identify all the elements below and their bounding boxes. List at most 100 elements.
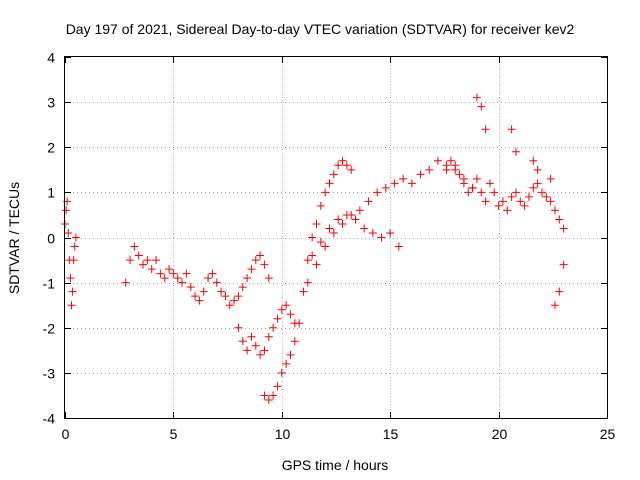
data-point [134, 251, 143, 260]
y-tick-label: 4 [47, 50, 55, 66]
data-point [321, 242, 330, 251]
y-tick-label: -2 [43, 321, 56, 337]
data-point [238, 337, 247, 346]
data-point [390, 179, 399, 188]
data-point [139, 260, 148, 269]
y-tick-label: -1 [43, 276, 56, 292]
data-point [67, 301, 76, 310]
data-point [165, 265, 174, 274]
data-point [70, 242, 79, 251]
data-point [559, 224, 568, 233]
data-point [468, 183, 477, 192]
data-point [152, 256, 161, 265]
data-point [66, 274, 75, 283]
data-point [303, 256, 312, 265]
data-point [264, 395, 273, 404]
x-tick-label: 0 [62, 426, 70, 442]
y-tick-label: -4 [43, 411, 56, 427]
data-point [256, 350, 265, 359]
data-point [451, 161, 460, 170]
data-point [329, 228, 338, 237]
data-point [64, 228, 73, 237]
data-point [260, 391, 269, 400]
data-point [243, 346, 252, 355]
data-point [234, 292, 243, 301]
data-point [533, 165, 542, 174]
data-point [191, 292, 200, 301]
data-point [386, 228, 395, 237]
data-point [178, 278, 187, 287]
data-point [459, 179, 468, 188]
data-point [247, 332, 256, 341]
data-point [520, 201, 529, 210]
data-point [234, 323, 243, 332]
data-point [342, 210, 351, 219]
data-point [364, 197, 373, 206]
data-point [351, 215, 360, 224]
data-point [217, 287, 226, 296]
data-point [173, 274, 182, 283]
data-point [546, 174, 555, 183]
x-tick-label: 20 [492, 426, 508, 442]
data-point [199, 287, 208, 296]
x-axis-label: GPS time / hours [282, 457, 389, 473]
data-point [264, 332, 273, 341]
data-point [325, 179, 334, 188]
data-point [533, 179, 542, 188]
data-point [238, 283, 247, 292]
data-point [555, 215, 564, 224]
data-point [282, 359, 291, 368]
data-point [355, 206, 364, 215]
data-point [147, 265, 156, 274]
data-point [243, 274, 252, 283]
data-point [62, 206, 71, 215]
data-point [477, 102, 486, 111]
data-point [485, 179, 494, 188]
data-point [69, 256, 78, 265]
data-point [481, 125, 490, 134]
data-point [290, 337, 299, 346]
data-point [286, 310, 295, 319]
data-point [546, 197, 555, 206]
data-point [472, 93, 481, 102]
data-point [121, 278, 130, 287]
data-point [507, 192, 516, 201]
data-point [156, 269, 165, 278]
data-point [550, 206, 559, 215]
data-point [195, 296, 204, 305]
x-tick-label: 25 [600, 426, 616, 442]
data-point [529, 183, 538, 192]
y-tick-label: -3 [43, 366, 56, 382]
data-point [490, 188, 499, 197]
data-point [559, 260, 568, 269]
data-point [342, 161, 351, 170]
data-point [126, 256, 135, 265]
data-point [503, 206, 512, 215]
data-point [472, 174, 481, 183]
data-point [186, 283, 195, 292]
data-point [399, 174, 408, 183]
data-point [269, 323, 278, 332]
data-point [251, 341, 260, 350]
data-point [68, 287, 77, 296]
data-point [511, 188, 520, 197]
y-tick-label: 1 [47, 185, 55, 201]
x-tick-label: 5 [170, 426, 178, 442]
data-point [524, 192, 533, 201]
data-point [334, 215, 343, 224]
grid [65, 57, 607, 418]
data-point [312, 219, 321, 228]
data-point [377, 233, 386, 242]
data-point [338, 156, 347, 165]
data-point [511, 147, 520, 156]
data-point [455, 170, 464, 179]
data-point [494, 201, 503, 210]
x-tick-label: 10 [275, 426, 291, 442]
x-tick-label: 15 [383, 426, 399, 442]
data-point [498, 197, 507, 206]
data-point [160, 274, 169, 283]
data-point [329, 170, 338, 179]
data-point [71, 233, 80, 242]
data-point [321, 188, 330, 197]
